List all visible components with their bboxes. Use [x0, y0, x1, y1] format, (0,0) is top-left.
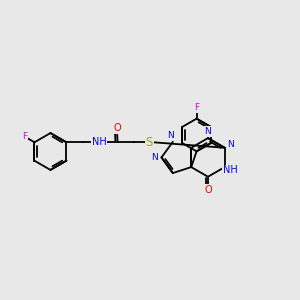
- Text: N: N: [167, 131, 174, 140]
- Text: N: N: [152, 153, 158, 162]
- Text: N: N: [227, 140, 234, 149]
- Text: O: O: [204, 185, 212, 195]
- Text: S: S: [146, 136, 153, 149]
- Text: N: N: [205, 127, 211, 136]
- Text: O: O: [113, 123, 121, 133]
- Text: NH: NH: [223, 165, 238, 176]
- Text: F: F: [194, 103, 199, 112]
- Text: F: F: [22, 132, 27, 141]
- Text: NH: NH: [92, 137, 106, 147]
